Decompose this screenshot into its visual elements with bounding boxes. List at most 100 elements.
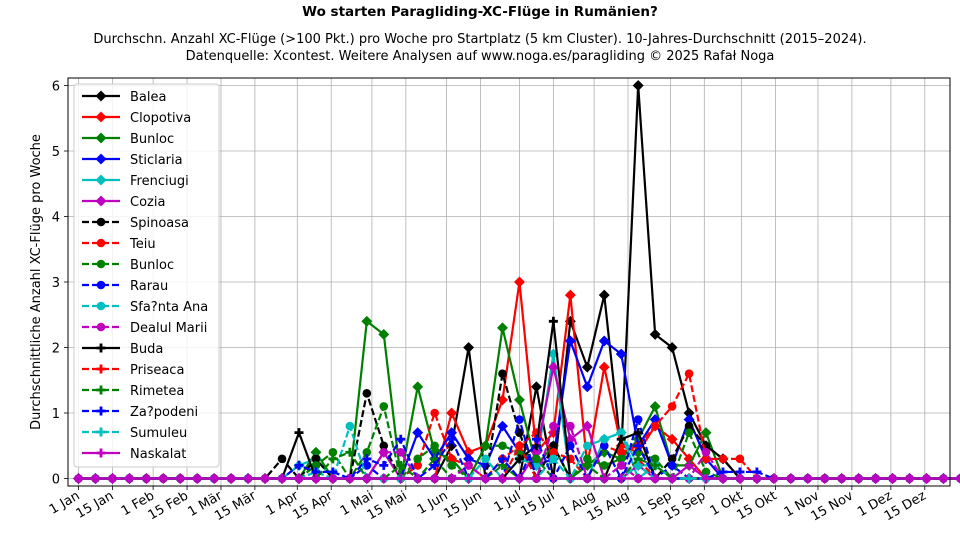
data-point — [701, 454, 711, 464]
data-point — [345, 474, 355, 483]
data-point — [345, 421, 355, 431]
legend-marker — [96, 238, 106, 248]
data-point — [820, 474, 830, 483]
data-point — [531, 474, 541, 483]
legend-marker — [96, 427, 106, 437]
data-point — [496, 322, 509, 334]
legend-marker — [96, 280, 106, 290]
data-point — [294, 474, 304, 483]
chart-subtitle-line-1: Durchschn. Anzahl XC-Flüge (>100 Pkt.) p… — [93, 32, 866, 47]
legend: Balea Clopotiva Bunloc Sticlaria Frenciugi Co… — [73, 83, 220, 468]
legend-marker — [96, 385, 106, 395]
data-point — [718, 474, 728, 483]
legend-label: Cozia — [130, 195, 165, 210]
legend-label: Clopotiva — [130, 111, 191, 126]
data-point — [175, 474, 185, 483]
data-point — [583, 441, 592, 451]
data-point — [531, 434, 541, 444]
data-point — [530, 381, 542, 393]
data-point — [581, 361, 593, 373]
legend-item: Sumuleu — [82, 426, 187, 441]
data-point — [667, 454, 677, 464]
data-point — [311, 461, 321, 470]
data-point — [362, 389, 372, 398]
data-point — [513, 394, 526, 406]
data-point — [345, 447, 355, 457]
data-point — [362, 461, 372, 470]
data-point — [158, 474, 168, 483]
x-tick-label: 15 Mai — [365, 488, 410, 523]
data-point — [496, 420, 509, 432]
data-point — [616, 434, 626, 444]
legend-marker — [96, 217, 106, 227]
data-point — [598, 361, 610, 373]
data-point — [599, 434, 609, 444]
data-point — [632, 79, 644, 92]
legend-marker — [96, 322, 106, 332]
data-point — [74, 474, 83, 483]
data-point — [633, 460, 643, 470]
data-point — [633, 415, 643, 424]
y-axis-label: Durchschnittliche Anzahl XC-Flüge pro Wo… — [29, 134, 44, 430]
data-point — [650, 474, 660, 483]
data-point — [361, 315, 373, 327]
data-point — [481, 454, 490, 464]
legend-marker — [96, 364, 106, 374]
data-point — [192, 474, 202, 483]
data-point — [379, 460, 389, 470]
data-point — [124, 474, 134, 483]
data-point — [379, 474, 389, 483]
data-point — [599, 461, 609, 470]
data-point — [616, 474, 626, 483]
legend-label: Priseaca — [130, 363, 184, 378]
x-tick-label: 15 Apr — [290, 488, 335, 523]
legend-marker — [95, 153, 107, 165]
x-tick-label: 15 Jan — [74, 488, 117, 521]
data-point — [430, 441, 439, 451]
data-point — [581, 381, 593, 393]
data-point — [209, 474, 219, 483]
data-point — [430, 460, 440, 470]
data-point — [752, 474, 762, 483]
legend-item: Buda — [82, 342, 163, 357]
data-point — [412, 427, 424, 439]
data-point — [447, 454, 456, 464]
data-point — [666, 433, 678, 445]
data-point — [684, 474, 694, 483]
data-point — [447, 461, 456, 470]
data-point — [547, 361, 559, 373]
data-point — [413, 474, 423, 483]
data-point — [498, 454, 507, 464]
data-point — [938, 474, 948, 483]
legend-marker — [96, 301, 106, 311]
data-point — [107, 474, 117, 483]
y-tick-label: 6 — [52, 80, 60, 95]
legend-item: Za?podeni — [82, 405, 198, 420]
data-point — [294, 460, 304, 470]
data-point — [633, 474, 643, 483]
data-point — [667, 474, 677, 483]
data-point — [90, 474, 100, 483]
data-point — [684, 421, 694, 431]
data-point — [650, 421, 660, 431]
data-point — [514, 474, 524, 483]
data-point — [582, 474, 592, 483]
legend-marker — [95, 132, 107, 144]
data-point — [616, 428, 626, 437]
x-tick-label: 15 Jul — [518, 488, 557, 519]
data-point — [362, 448, 372, 457]
data-point — [616, 454, 626, 464]
data-point — [447, 434, 457, 444]
legend-label: Frenciugi — [130, 174, 189, 189]
data-point — [328, 454, 338, 464]
data-point — [532, 454, 541, 464]
data-point — [786, 474, 796, 483]
data-point — [277, 474, 287, 483]
data-point — [854, 474, 864, 483]
data-point — [379, 448, 389, 457]
legend-label: Dealul Marii — [130, 321, 207, 336]
data-point — [362, 474, 372, 483]
data-point — [464, 474, 474, 483]
data-point — [328, 448, 338, 457]
legend-marker — [95, 174, 107, 186]
